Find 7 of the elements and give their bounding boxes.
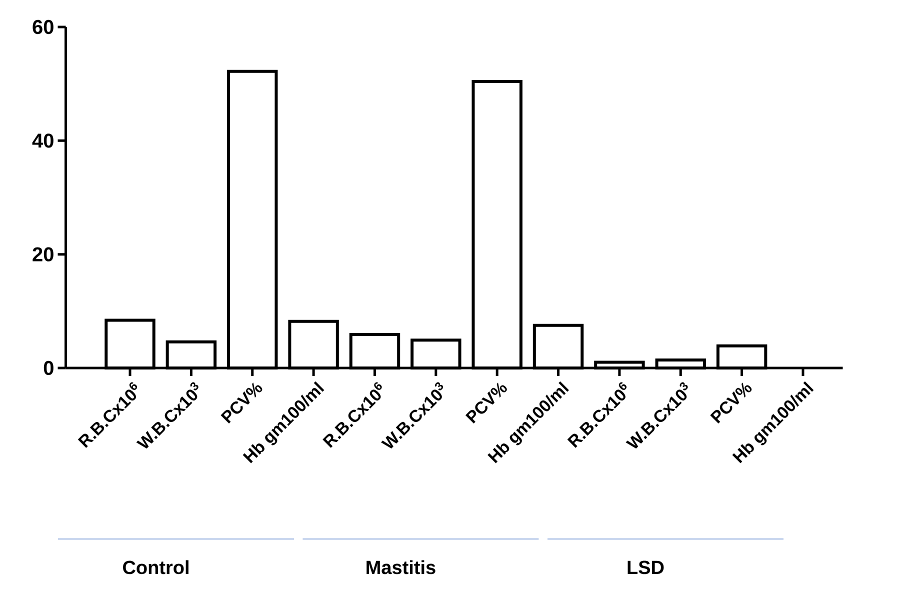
text: Mastitis [366, 560, 436, 574]
y-tick-label: 60 [32, 20, 54, 34]
text: LSD [628, 560, 664, 574]
y-tick-label: 40 [32, 134, 54, 148]
text: Control [123, 560, 188, 574]
y-tick-label: 0 [44, 360, 54, 376]
y-tick-label: 20 [32, 247, 54, 262]
